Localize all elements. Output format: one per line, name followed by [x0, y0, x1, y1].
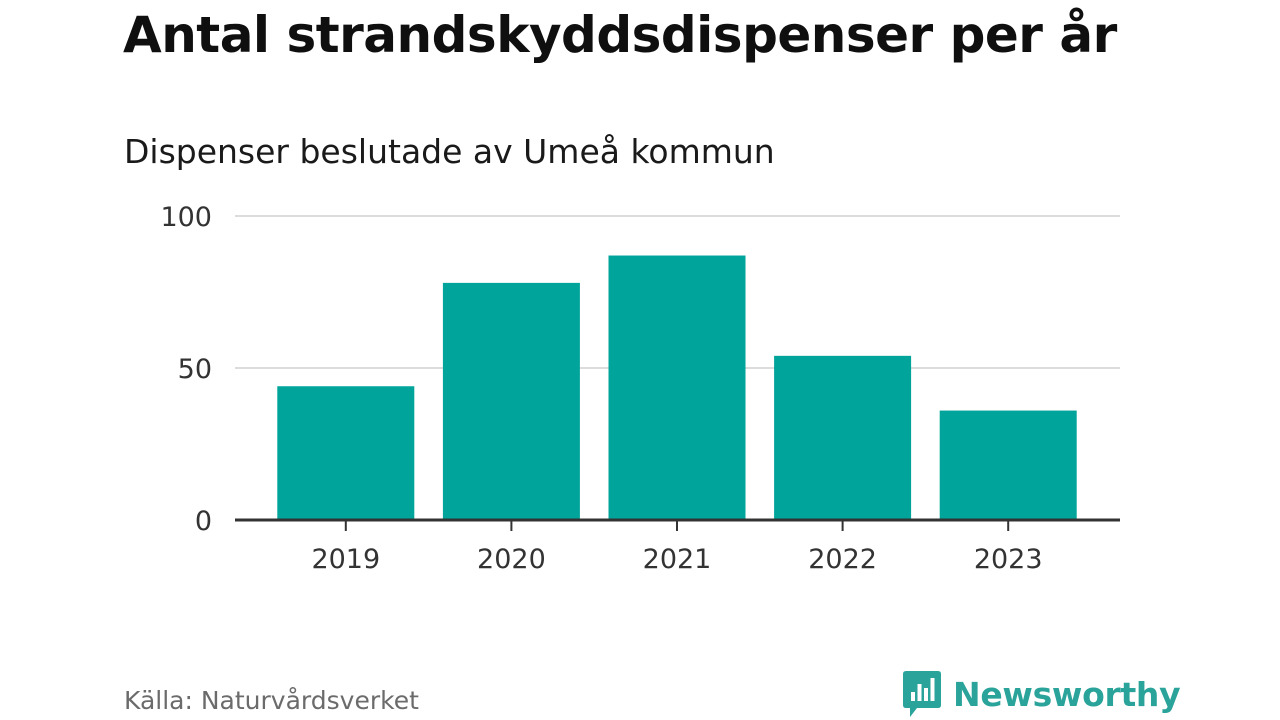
bars [277, 255, 1077, 520]
bar-chart-bubble-icon [903, 671, 941, 717]
bar-2022 [774, 355, 912, 520]
x-tick-label: 2019 [311, 544, 380, 575]
bar-2019 [277, 386, 415, 520]
bar-2020 [442, 282, 580, 520]
x-tick-label: 2020 [477, 544, 546, 575]
brand-name: Newsworthy [953, 674, 1181, 714]
x-tick-label: 2023 [974, 544, 1043, 575]
chart-title: Antal strandskyddsdispenser per år [123, 6, 1117, 64]
y-tick-label: 0 [195, 506, 212, 537]
y-tick-label: 50 [178, 354, 212, 385]
x-tick-label: 2021 [643, 544, 712, 575]
tick-labels: 0 50 100 2019 2020 2021 2022 2023 [160, 202, 1042, 575]
brand-logo: Newsworthy [902, 669, 1181, 719]
bar-2023 [939, 410, 1077, 520]
source-note: Källa: Naturvårdsverket [124, 686, 419, 715]
y-tick-label: 100 [160, 202, 212, 233]
x-axis [235, 518, 1120, 531]
bar-2021 [608, 255, 746, 520]
x-tick-label: 2022 [808, 544, 877, 575]
chart-subtitle: Dispenser beslutade av Umeå kommun [124, 132, 775, 171]
